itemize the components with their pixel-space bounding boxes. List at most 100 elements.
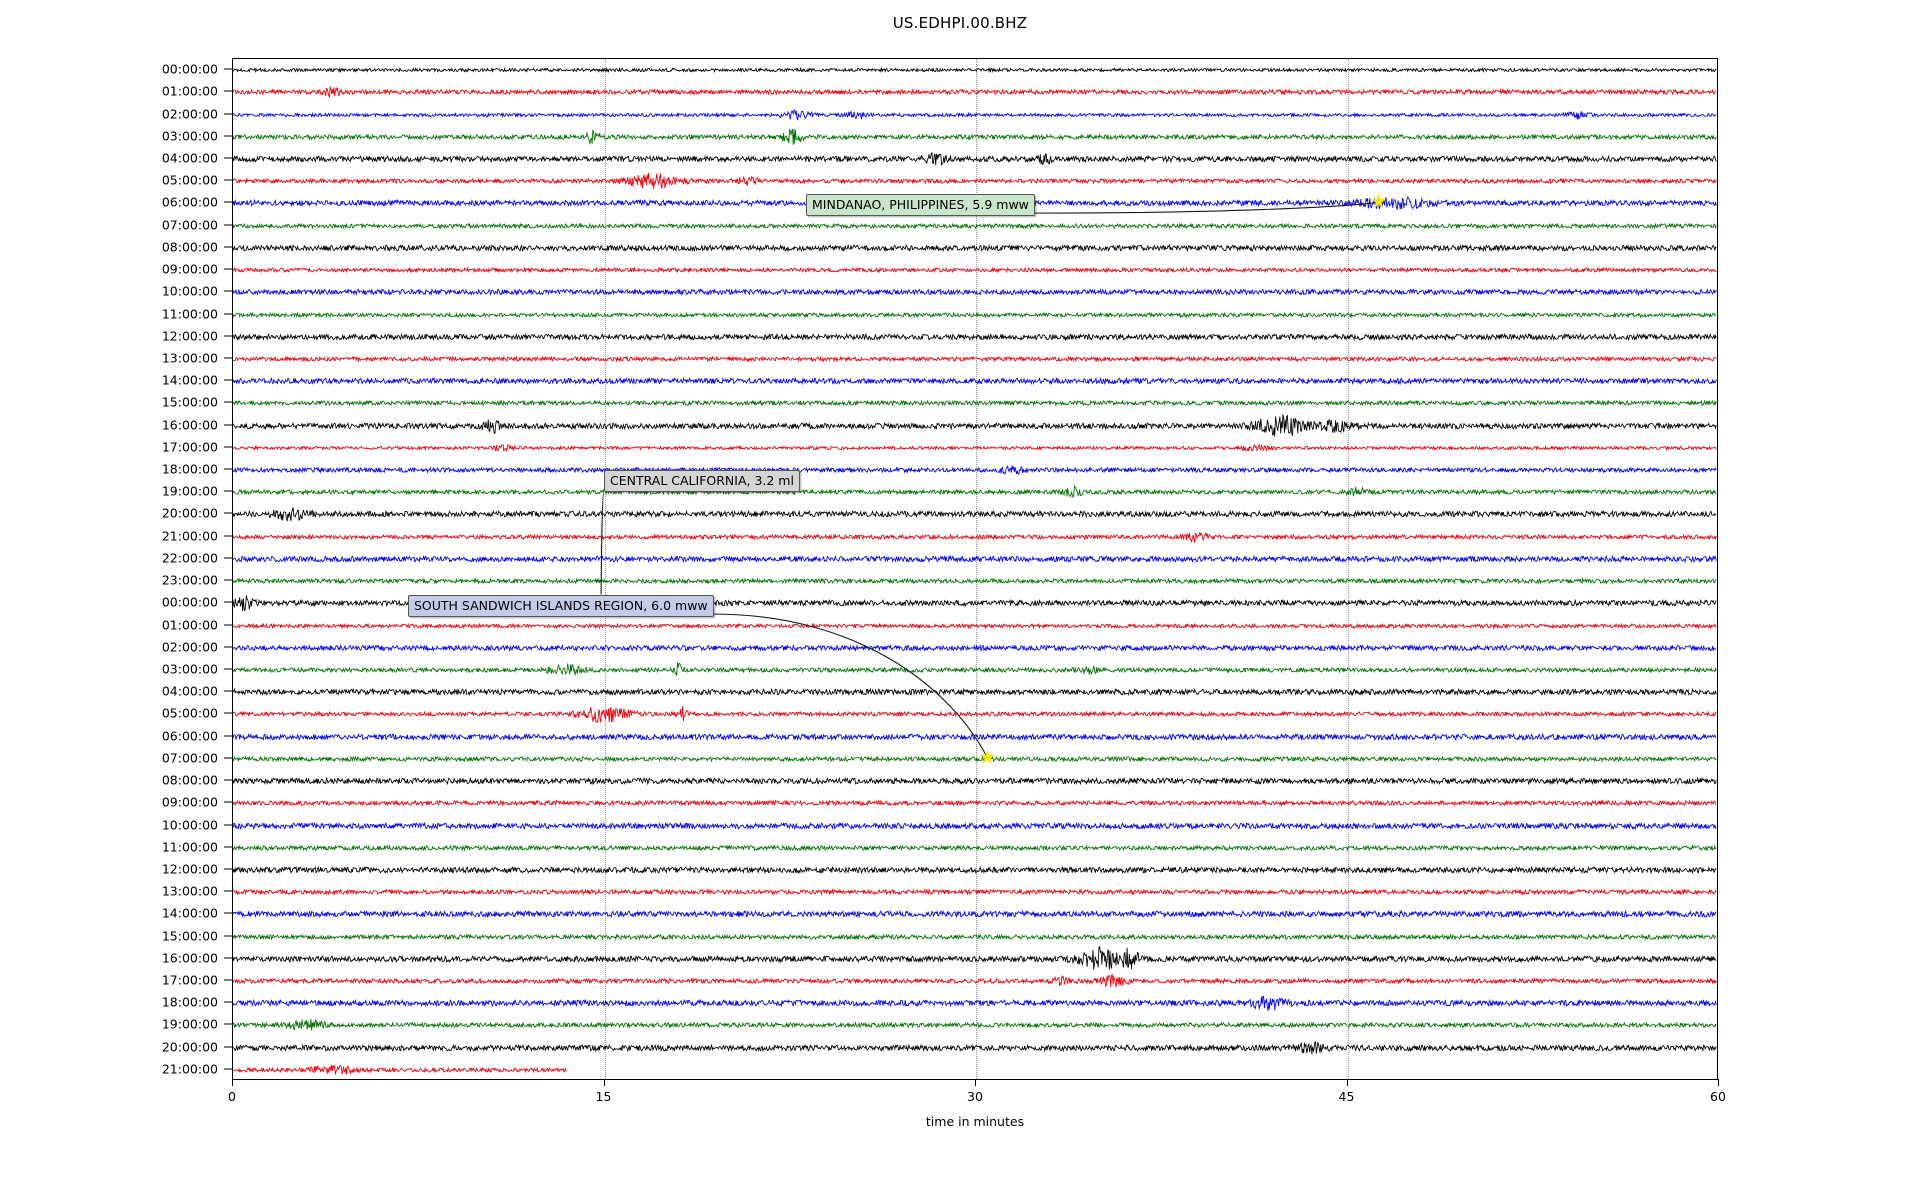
y-tick-mark [224,757,232,759]
y-tick-mark [224,735,232,737]
y-tick-mark [224,935,232,937]
seismogram-trace [233,850,1717,890]
y-tick-mark [224,468,232,470]
seismogram-trace [233,383,1717,423]
y-tick-label: 20:00:00 [161,1039,218,1055]
seismogram-trace [233,95,1717,135]
y-tick-label: 08:00:00 [161,772,218,788]
seismogram-trace [233,317,1717,357]
x-tick-label: 60 [1710,1089,1726,1104]
x-tick-label: 0 [228,1089,236,1104]
y-tick-label: 15:00:00 [161,928,218,944]
y-tick-mark [224,646,232,648]
y-tick-label: 11:00:00 [161,839,218,855]
y-tick-mark [224,90,232,92]
y-tick-label: 02:00:00 [161,106,218,122]
y-tick-label: 15:00:00 [161,394,218,410]
y-tick-mark [224,579,232,581]
y-tick-label: 05:00:00 [161,705,218,721]
seismogram-trace [233,117,1717,157]
y-tick-label: 17:00:00 [161,972,218,988]
y-tick-mark [224,690,232,692]
y-tick-mark [224,801,232,803]
seismogram-trace [233,272,1717,312]
y-tick-mark [224,268,232,270]
seismogram-trace [233,783,1717,823]
seismogram-trace [233,517,1717,557]
y-tick-label: 18:00:00 [161,994,218,1010]
x-tick-label: 30 [967,1089,983,1104]
y-tick-label: 07:00:00 [161,750,218,766]
seismogram-trace [233,450,1717,490]
seismogram-trace [233,739,1717,779]
y-tick-label: 19:00:00 [161,483,218,499]
seismogram-trace [233,1005,1717,1045]
y-tick-label: 16:00:00 [161,950,218,966]
y-tick-label: 12:00:00 [161,328,218,344]
gridline-45 [1347,59,1349,1079]
y-tick-label: 08:00:00 [161,239,218,255]
y-tick-mark [224,379,232,381]
seismogram-trace [233,472,1717,512]
y-tick-mark [224,68,232,70]
y-tick-mark [224,779,232,781]
y-tick-mark [224,490,232,492]
seismogram-trace [233,539,1717,579]
seismogram-trace [233,161,1717,201]
event-annotation-label[interactable]: SOUTH SANDWICH ISLANDS REGION, 6.0 mww [408,595,714,618]
y-tick-mark [224,535,232,537]
seismogram-trace [233,1028,1717,1068]
y-tick-label: 05:00:00 [161,172,218,188]
seismogram-trace [233,494,1717,534]
y-tick-mark [224,290,232,292]
y-tick-mark [224,313,232,314]
event-annotation-label[interactable]: MINDANAO, PHILIPPINES, 5.9 mww [806,194,1035,217]
y-tick-mark [224,1068,232,1070]
y-tick-label: 09:00:00 [161,794,218,810]
y-tick-mark [224,157,232,159]
y-tick-mark [224,824,232,825]
y-tick-label: 06:00:00 [161,194,218,210]
y-tick-mark [224,179,232,181]
seismogram-trace [233,250,1717,290]
seismogram-trace [233,983,1717,1023]
seismogram-trace [233,872,1717,912]
seismogram-trace [233,939,1717,979]
y-tick-label: 02:00:00 [161,639,218,655]
y-tick-label: 04:00:00 [161,683,218,699]
event-star-marker[interactable]: ★ [978,746,996,769]
y-tick-label: 14:00:00 [161,372,218,388]
y-tick-mark [224,979,232,981]
y-tick-mark [224,1046,232,1048]
y-tick-label: 10:00:00 [161,283,218,299]
y-tick-label: 19:00:00 [161,1016,218,1032]
x-axis-labels: 0 15 30 45 60 [228,1079,1726,1110]
seismogram-trace [233,339,1717,379]
y-tick-label: 10:00:00 [161,817,218,832]
seismogram-trace [233,761,1717,801]
y-tick-mark [224,1023,232,1025]
y-tick-label: 00:00:00 [161,61,218,77]
y-tick-label: 06:00:00 [161,728,218,744]
event-annotation-label[interactable]: CENTRAL CALIFORNIA, 3.2 ml [604,470,800,493]
seismogram-trace [233,406,1717,446]
gridline-15 [604,59,606,1079]
y-tick-label: 09:00:00 [161,261,218,277]
y-tick-mark [224,957,232,959]
event-star-marker[interactable]: ★ [1370,190,1388,213]
seismogram-trace [233,917,1717,957]
y-tick-label: 21:00:00 [161,528,218,544]
y-tick-label: 04:00:00 [161,150,218,166]
x-tick-label: 15 [595,1089,612,1104]
seismogram-trace [233,72,1717,112]
x-tick-mark [1346,1079,1348,1086]
seismogram-trace [233,894,1717,934]
y-tick-mark [224,446,232,448]
seismogram-trace [233,428,1717,468]
y-tick-mark [224,201,232,203]
y-tick-label: 17:00:00 [161,439,218,455]
y-tick-mark [224,912,232,914]
seismogram-trace [233,206,1717,246]
plot-area [232,58,1718,1080]
gridline-30 [976,59,977,1079]
